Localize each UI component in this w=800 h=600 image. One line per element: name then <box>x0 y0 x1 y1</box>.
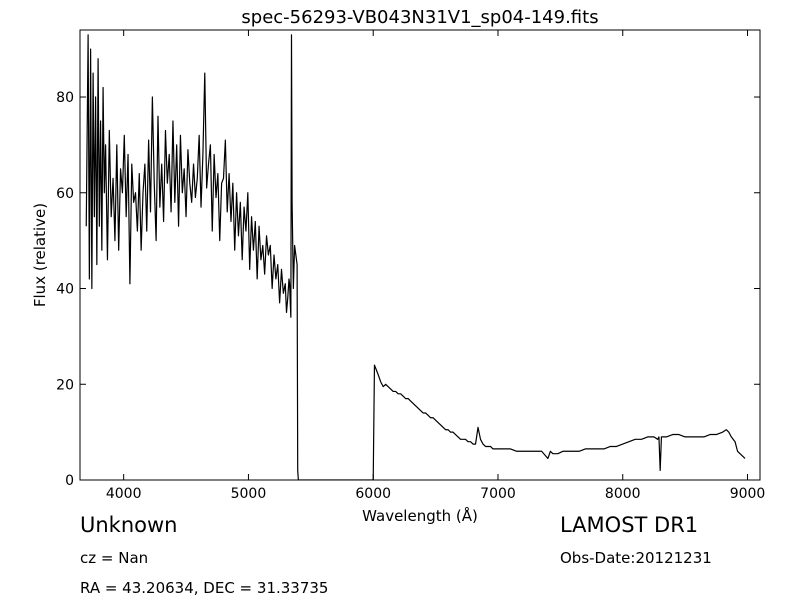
object-class: Unknown <box>80 513 178 537</box>
spectrum-line <box>85 34 746 480</box>
y-tick-label: 0 <box>65 473 74 489</box>
x-tick-label: 9000 <box>730 486 766 502</box>
x-tick-label: 8000 <box>605 486 641 502</box>
x-tick-label: 6000 <box>355 486 391 502</box>
y-tick-label: 60 <box>56 186 74 202</box>
coordinates: RA = 43.20634, DEC = 31.33735 <box>80 579 329 597</box>
x-tick-label: 7000 <box>480 486 516 502</box>
redshift-value: cz = Nan <box>80 549 149 567</box>
y-tick-label: 80 <box>56 90 74 106</box>
x-axis-label: Wavelength (Å) <box>362 506 478 525</box>
x-tick-label: 5000 <box>231 486 267 502</box>
plot-area: 4000 5000 6000 7000 8000 9000 0 20 40 60 80 <box>56 29 766 502</box>
y-tick-label: 40 <box>56 282 74 298</box>
y-tick-label: 20 <box>56 377 74 393</box>
x-tick-label: 4000 <box>106 486 142 502</box>
y-axis-label: Flux (relative) <box>31 203 49 307</box>
chart-title: spec-56293-VB043N31V1_sp04-149.fits <box>241 7 598 28</box>
survey-name: LAMOST DR1 <box>560 513 699 537</box>
obs-date: Obs-Date:20121231 <box>560 549 712 567</box>
plot-frame <box>79 29 761 481</box>
